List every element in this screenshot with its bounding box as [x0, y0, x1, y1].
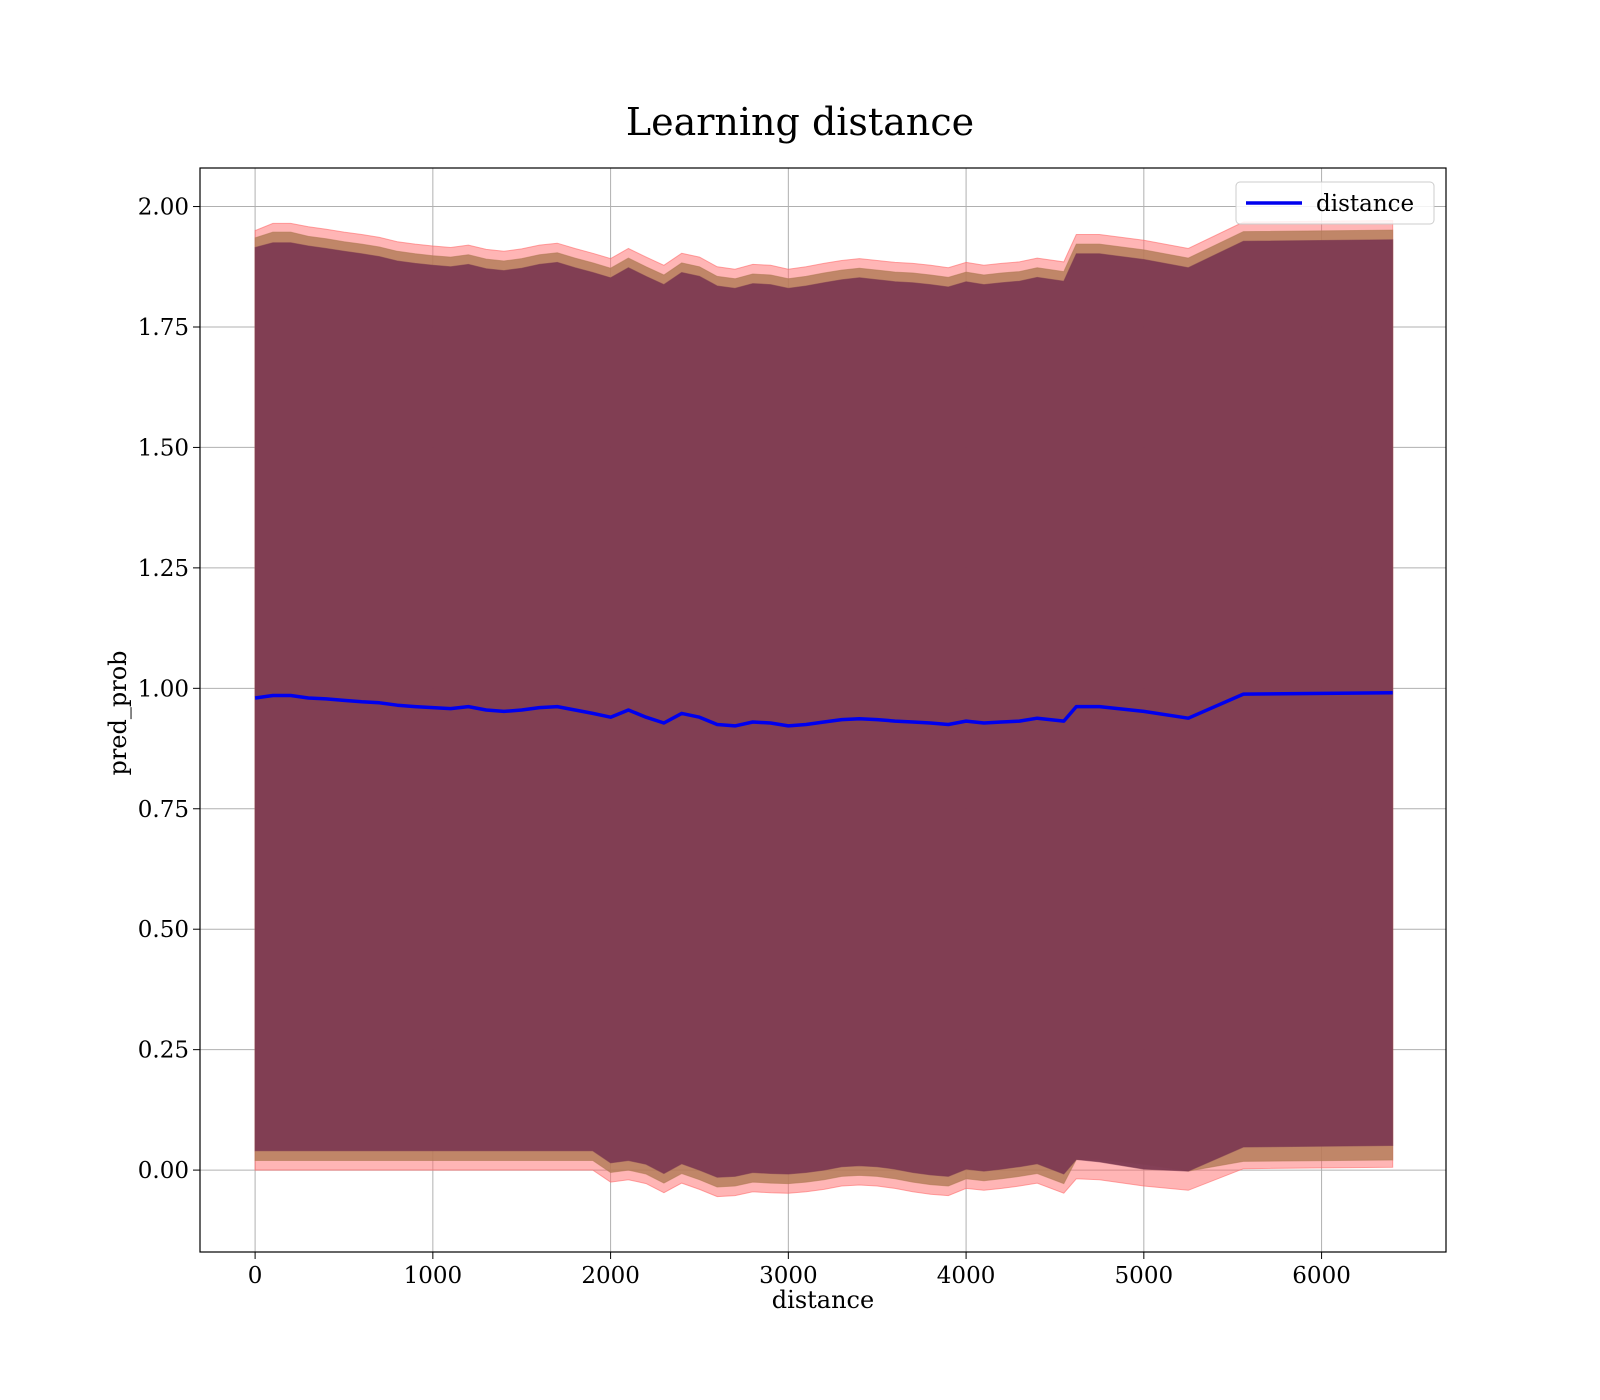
series-line-distance [254, 690, 1393, 728]
y-tick-label-4: 1.00 [138, 676, 189, 702]
chart-title: Learning distance [625, 100, 975, 144]
x-axis-label: distance [771, 1286, 875, 1314]
band-inner [254, 239, 1394, 1178]
legend-box [1235, 181, 1435, 225]
y-tick-label-6: 1.50 [138, 435, 189, 461]
y-tick-label-5: 1.25 [138, 556, 189, 582]
y-tick-label-3: 0.75 [138, 797, 189, 823]
axes-frame [199, 167, 1447, 1253]
x-tick-label-4: 4000 [937, 1263, 996, 1289]
x-tick-label-3: 3000 [759, 1263, 818, 1289]
y-axis-label: pred_prob [104, 650, 132, 776]
y-tick-label-1: 0.25 [138, 1038, 189, 1064]
legend-label-distance: distance [1316, 191, 1414, 217]
x-tick-label-2: 2000 [581, 1263, 640, 1289]
x-tick-label-1: 1000 [404, 1263, 463, 1289]
x-tick-label-5: 5000 [1115, 1263, 1174, 1289]
y-tick-label-0: 0.00 [138, 1158, 189, 1184]
x-tick-label-6: 6000 [1292, 1263, 1351, 1289]
y-tick-label-7: 1.75 [138, 315, 189, 341]
y-tick-label-8: 2.00 [138, 195, 189, 221]
x-tick-label-0: 0 [248, 1263, 263, 1289]
y-tick-label-2: 0.50 [138, 917, 189, 943]
